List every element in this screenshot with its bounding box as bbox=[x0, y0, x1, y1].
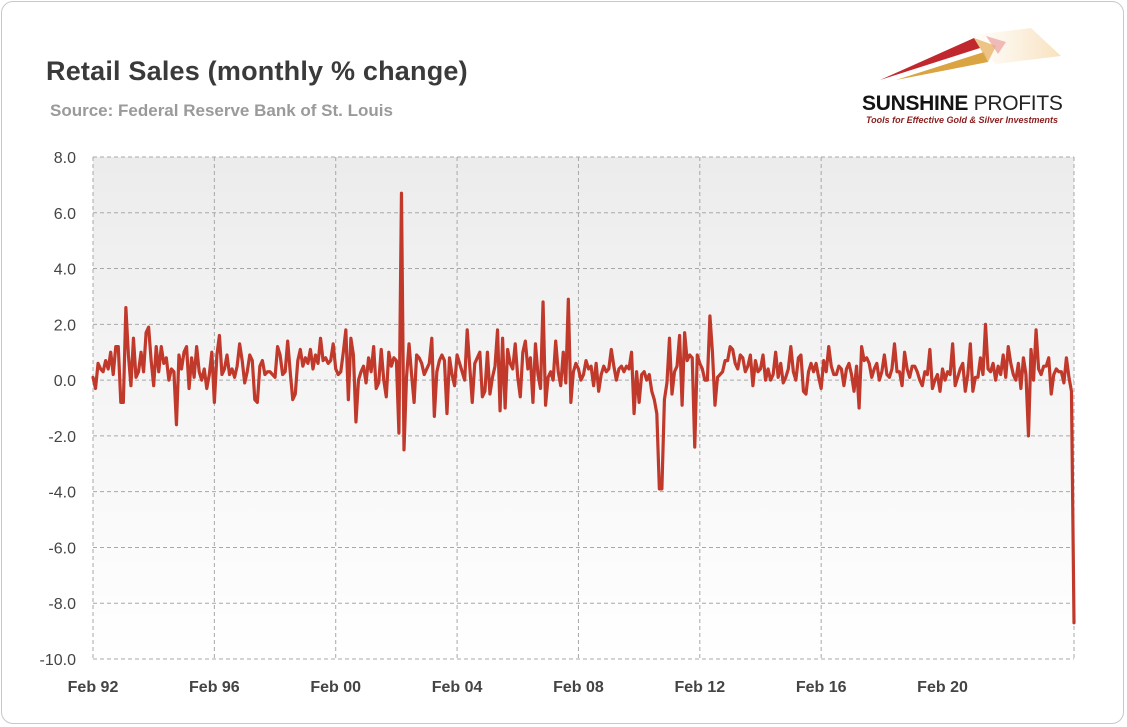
x-tick-label: Feb 08 bbox=[553, 679, 604, 696]
y-tick-label: -8.0 bbox=[48, 596, 76, 613]
x-tick-label: Feb 04 bbox=[432, 679, 483, 696]
y-tick-label: 4.0 bbox=[54, 262, 76, 279]
x-tick-label: Feb 96 bbox=[189, 679, 240, 696]
sunshine-profits-logo-icon bbox=[846, 16, 1106, 136]
y-tick-label: 2.0 bbox=[54, 317, 76, 334]
series-line bbox=[91, 191, 1076, 625]
x-axis-tick-labels: Feb 92 Feb 96 Feb 00 Feb 04 Feb 08 Feb 12 Feb … bbox=[68, 679, 968, 696]
y-tick-label: -2.0 bbox=[48, 429, 76, 446]
y-tick-label: -6.0 bbox=[48, 540, 76, 557]
gridlines bbox=[92, 156, 1075, 660]
y-axis-tick-labels: 8.0 6.0 4.0 2.0 0.0 -2.0 -4.0 -6.0 -8.0 -10.0 bbox=[40, 150, 77, 669]
logo-tagline: Tools for Effective Gold & Silver Invest… bbox=[866, 115, 1059, 125]
series-layer bbox=[91, 191, 1076, 625]
y-tick-label: 6.0 bbox=[54, 206, 76, 223]
chart-subtitle: Source: Federal Reserve Bank of St. Loui… bbox=[50, 101, 393, 120]
x-tick-label: Feb 16 bbox=[796, 679, 847, 696]
y-tick-label: 8.0 bbox=[54, 150, 76, 167]
x-tick-label: Feb 92 bbox=[68, 679, 119, 696]
logo-name-part1: SUNSHINE bbox=[862, 92, 969, 115]
x-tick-label: Feb 20 bbox=[917, 679, 968, 696]
x-tick-label: Feb 00 bbox=[310, 679, 361, 696]
y-tick-label: -10.0 bbox=[40, 652, 77, 669]
chart-title: Retail Sales (monthly % change) bbox=[46, 56, 468, 86]
y-tick-label: -4.0 bbox=[48, 485, 76, 502]
y-tick-label: 0.0 bbox=[54, 373, 76, 390]
logo-name-part2: PROFITS bbox=[968, 92, 1063, 115]
x-tick-label: Feb 12 bbox=[674, 679, 725, 696]
plot-area bbox=[93, 157, 1074, 659]
logo-name: SUNSHINE PROFITS bbox=[862, 92, 1063, 116]
